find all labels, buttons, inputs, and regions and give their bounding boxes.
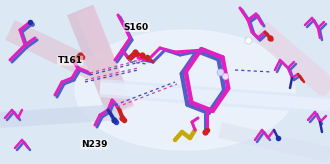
Polygon shape [253, 22, 330, 98]
Polygon shape [67, 5, 133, 115]
Text: S160: S160 [124, 23, 149, 31]
Polygon shape [100, 82, 330, 111]
Ellipse shape [75, 30, 295, 150]
Polygon shape [218, 122, 330, 163]
Text: T161: T161 [58, 56, 83, 65]
Polygon shape [76, 6, 134, 114]
Text: N239: N239 [81, 140, 107, 149]
Polygon shape [0, 104, 120, 128]
Polygon shape [99, 79, 330, 114]
Polygon shape [5, 20, 120, 90]
